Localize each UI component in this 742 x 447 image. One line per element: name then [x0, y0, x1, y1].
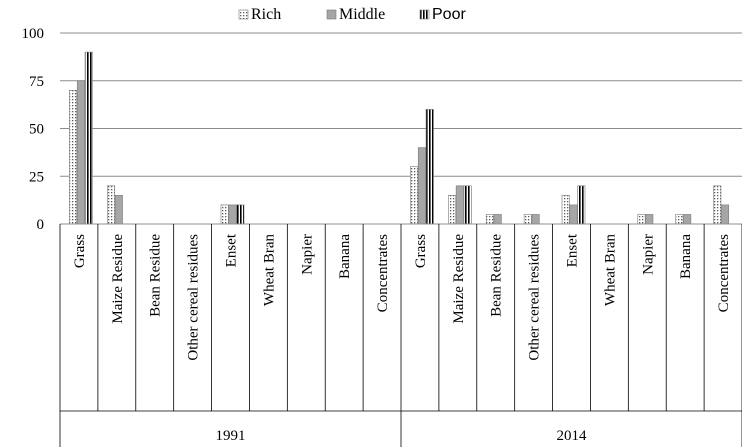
legend-label: Rich: [251, 6, 281, 23]
bar-middle: [721, 204, 730, 225]
x-tick-label: Bean Residue: [489, 234, 505, 317]
bar-poor: [236, 204, 245, 225]
x-tick-label: Concentrates: [375, 234, 391, 312]
bar-poor: [577, 185, 586, 225]
legend-label: Middle: [339, 6, 385, 23]
bar-middle: [114, 195, 123, 225]
bar-rich: [637, 214, 646, 225]
x-tick-label: Enset: [224, 233, 240, 267]
y-tick-label: 50: [29, 122, 44, 138]
x-tick-label: Napier: [299, 234, 315, 275]
x-tick-label: Banana: [337, 234, 353, 279]
bar-middle: [228, 204, 237, 225]
bar-middle: [455, 185, 464, 225]
y-tick-label: 25: [29, 169, 44, 185]
x-tick-label: Bean Residue: [148, 234, 164, 317]
x-tick-label: Wheat Bran: [261, 234, 277, 307]
y-tick-label: 0: [37, 217, 45, 233]
bar-rich: [410, 166, 419, 225]
bar-middle: [493, 214, 502, 225]
legend-swatch-poor: [419, 9, 430, 20]
x-tick-label: Wheat Bran: [602, 234, 618, 307]
bar-rich: [448, 195, 457, 225]
bar-middle: [531, 214, 540, 225]
bar-poor: [463, 185, 472, 225]
group-label: 2014: [557, 428, 588, 444]
x-tick-label: Enset: [565, 233, 581, 267]
legend-swatch-rich: [238, 9, 249, 20]
x-tick-label: Maize Residue: [110, 234, 126, 324]
x-tick-label: Concentrates: [716, 234, 732, 312]
legend-label: Poor: [432, 6, 466, 23]
bar-rich: [69, 90, 78, 225]
x-tick-label: Other cereal residues: [186, 234, 202, 361]
bar-rich: [485, 214, 494, 225]
x-tick-label: Banana: [678, 234, 694, 279]
bar-rich: [713, 185, 722, 225]
y-tick-label: 75: [29, 74, 44, 90]
bar-rich: [107, 185, 116, 225]
bar-middle: [569, 204, 578, 225]
bar-middle: [645, 214, 654, 225]
bar-middle: [683, 214, 692, 225]
x-tick-label: Other cereal residues: [527, 234, 543, 361]
bar-rich: [675, 214, 684, 225]
legend-swatch-middle: [326, 9, 337, 20]
y-tick-label: 100: [22, 26, 45, 42]
group-label: 1991: [216, 428, 246, 444]
bar-poor: [84, 51, 93, 225]
x-tick-label: Maize Residue: [451, 234, 467, 324]
x-tick-label: Grass: [413, 234, 429, 268]
x-tick-label: Grass: [72, 234, 88, 268]
bar-rich: [561, 195, 570, 225]
bar-rich: [220, 204, 229, 225]
bar-rich: [523, 214, 532, 225]
bar-middle: [417, 147, 426, 225]
bar-poor: [425, 109, 434, 225]
x-tick-label: Napier: [640, 234, 656, 275]
bar-middle: [76, 80, 85, 225]
